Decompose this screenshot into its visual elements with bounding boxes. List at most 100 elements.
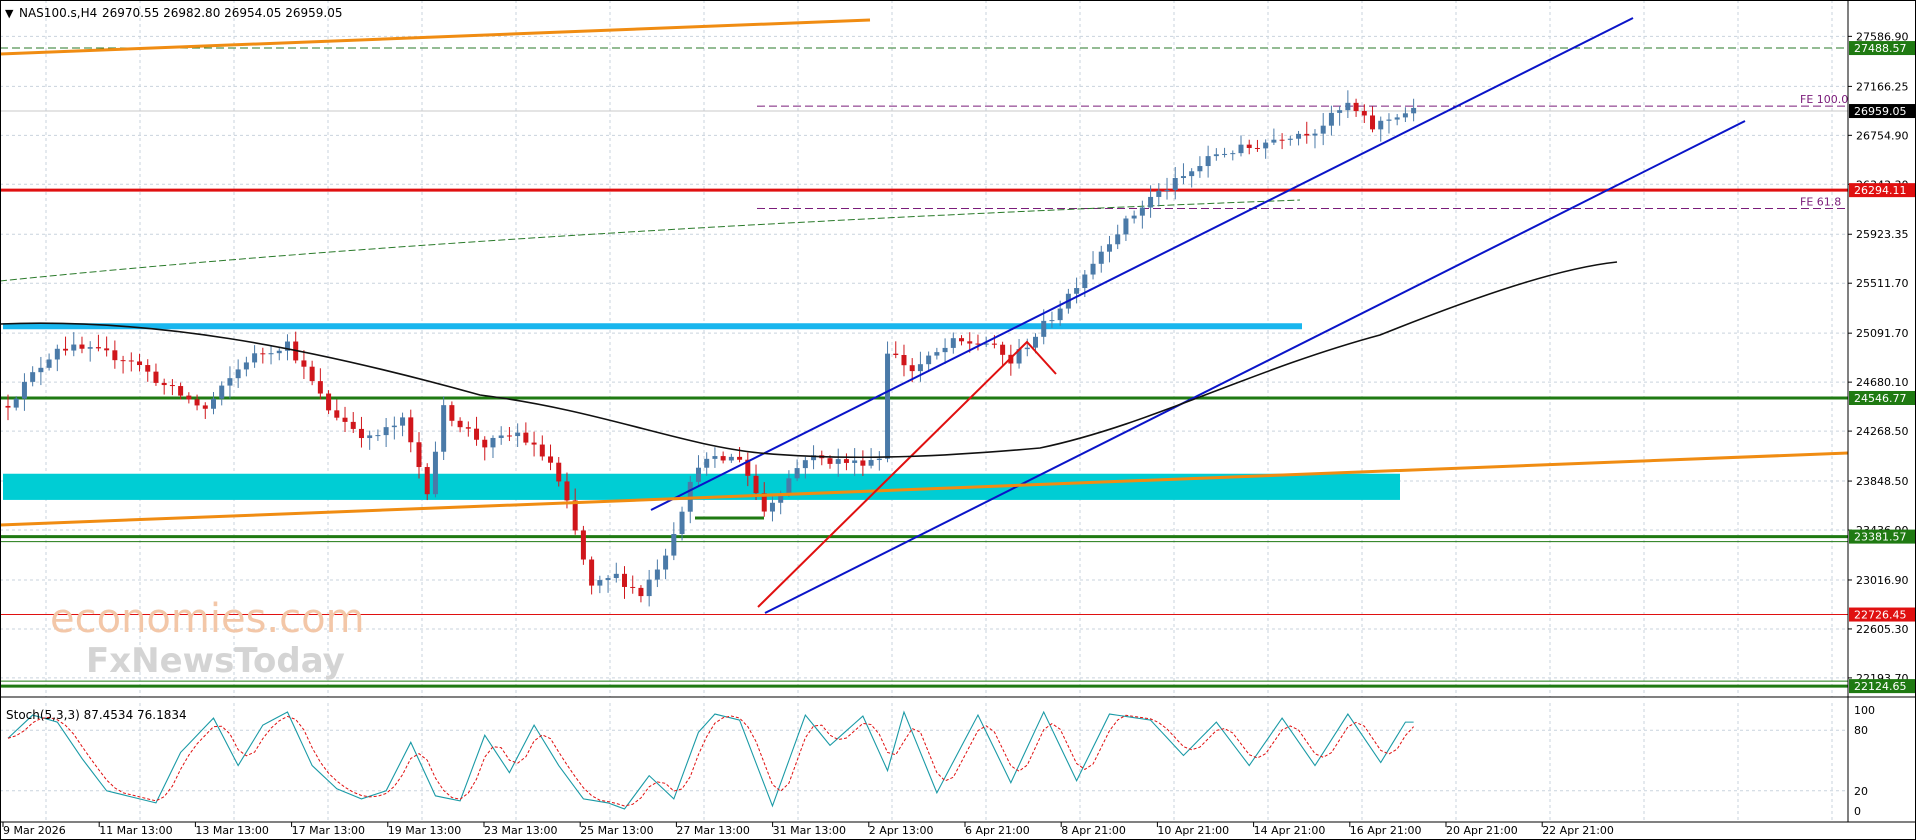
candle-body (654, 569, 660, 580)
stoch-title: Stoch(5,3,3) 87.4534 76.1834 (6, 708, 187, 722)
candle-body (1345, 102, 1351, 111)
candle-body (161, 382, 167, 386)
time-tick-label: 10 Apr 21:00 (1157, 824, 1229, 837)
candle-body (268, 353, 274, 355)
candle-body (967, 341, 973, 344)
candle-body (482, 439, 488, 448)
candle-body (153, 371, 159, 383)
stoch-tick-label: 80 (1854, 724, 1868, 737)
candle-body (1131, 215, 1137, 219)
stoch-signal-line (7, 714, 1414, 807)
candle-body (490, 437, 496, 448)
candle-body (342, 417, 348, 422)
candle-body (597, 580, 603, 586)
candle-body (202, 405, 208, 409)
stochastic-panel (7, 710, 1414, 810)
candle-body (284, 341, 290, 351)
candle-body (1041, 320, 1047, 337)
candle-body (728, 456, 734, 461)
candle-body (1394, 117, 1400, 120)
price-tag-label: 22124.65 (1854, 680, 1907, 693)
candle-body (1279, 139, 1285, 141)
candle-body (539, 444, 545, 457)
chart-header: ▼ NAS100.s,H4 26970.55 26982.80 26954.05… (5, 6, 342, 20)
candle-body (622, 573, 627, 587)
candle-body (63, 348, 69, 351)
price-tick-label: 27586.90 (1856, 30, 1909, 43)
price-tag-label: 24546.77 (1854, 392, 1907, 405)
candle-body (1123, 218, 1129, 235)
candle-body (1320, 125, 1326, 134)
candle-body (301, 360, 307, 367)
candle-body (120, 360, 126, 362)
candle-body (408, 417, 414, 443)
long-ma-line (0, 199, 1301, 282)
candle-body (424, 467, 430, 495)
candle-body (1082, 274, 1088, 289)
candle-body (860, 460, 866, 466)
candle-body (975, 343, 981, 345)
candle-body (358, 428, 364, 439)
candle-body (917, 364, 923, 372)
candle-body (441, 405, 447, 452)
candle-body (1098, 251, 1104, 264)
candle-body (1287, 138, 1293, 140)
time-tick-label: 9 Mar 2026 (3, 824, 66, 837)
candle-body (1033, 336, 1038, 348)
price-tick-label: 25091.70 (1856, 327, 1909, 340)
candle-body (432, 451, 438, 495)
orange-trend-line-bottom (0, 451, 1848, 527)
watermark: economies.com FxNewsToday (50, 596, 365, 681)
candle-body (137, 361, 143, 366)
candle-body (95, 347, 101, 349)
candle-body (663, 555, 669, 570)
channel-upper-line (650, 17, 1634, 511)
candle-body (1057, 308, 1063, 321)
candle-body (13, 398, 19, 408)
candle-body (580, 530, 586, 560)
candle-body (1378, 120, 1384, 130)
candle-body (885, 353, 891, 459)
price-tick-label: 25511.70 (1856, 277, 1909, 290)
candle-body (21, 381, 27, 399)
candle-body (1024, 347, 1030, 350)
candle-body (811, 455, 817, 461)
candle-body (589, 559, 595, 586)
candle-body (679, 511, 685, 535)
candle-body (194, 399, 200, 406)
candle-body (893, 353, 899, 356)
candle-body (1148, 196, 1154, 208)
price-tick-label: 24268.50 (1856, 425, 1909, 438)
candle-body (983, 343, 989, 345)
price-tag (1849, 679, 1915, 694)
candle-body (613, 573, 619, 579)
watermark-line1: economies.com (50, 596, 365, 642)
candle-body (465, 427, 471, 429)
candle-body (794, 468, 800, 479)
candle-body (802, 460, 808, 469)
candle-body (646, 579, 652, 597)
candle-body (400, 417, 406, 426)
fib-label: FE 61.8 (1800, 195, 1841, 208)
candle-body (1246, 144, 1252, 148)
stoch-tick-label: 20 (1854, 785, 1868, 798)
price-tick-label: 26754.90 (1856, 129, 1909, 142)
candle-body (605, 578, 611, 581)
candle-body (211, 398, 216, 409)
price-tick-label: 23016.90 (1856, 574, 1909, 587)
candle-body (769, 502, 775, 512)
candle-body (1386, 119, 1392, 121)
candle-body (1205, 156, 1211, 167)
time-tick-label: 23 Mar 13:00 (484, 824, 557, 837)
candle-body (506, 435, 512, 437)
candle-body (991, 343, 997, 345)
stoch-tick-label: 100 (1854, 704, 1875, 717)
candle-body (416, 442, 422, 468)
candle-body (630, 586, 636, 588)
symbol-label: NAS100.s,H4 (19, 6, 97, 20)
price-tag (1849, 183, 1915, 198)
candle-body (54, 348, 60, 360)
price-tick-label: 24680.10 (1856, 376, 1909, 389)
candle-body (367, 435, 373, 439)
